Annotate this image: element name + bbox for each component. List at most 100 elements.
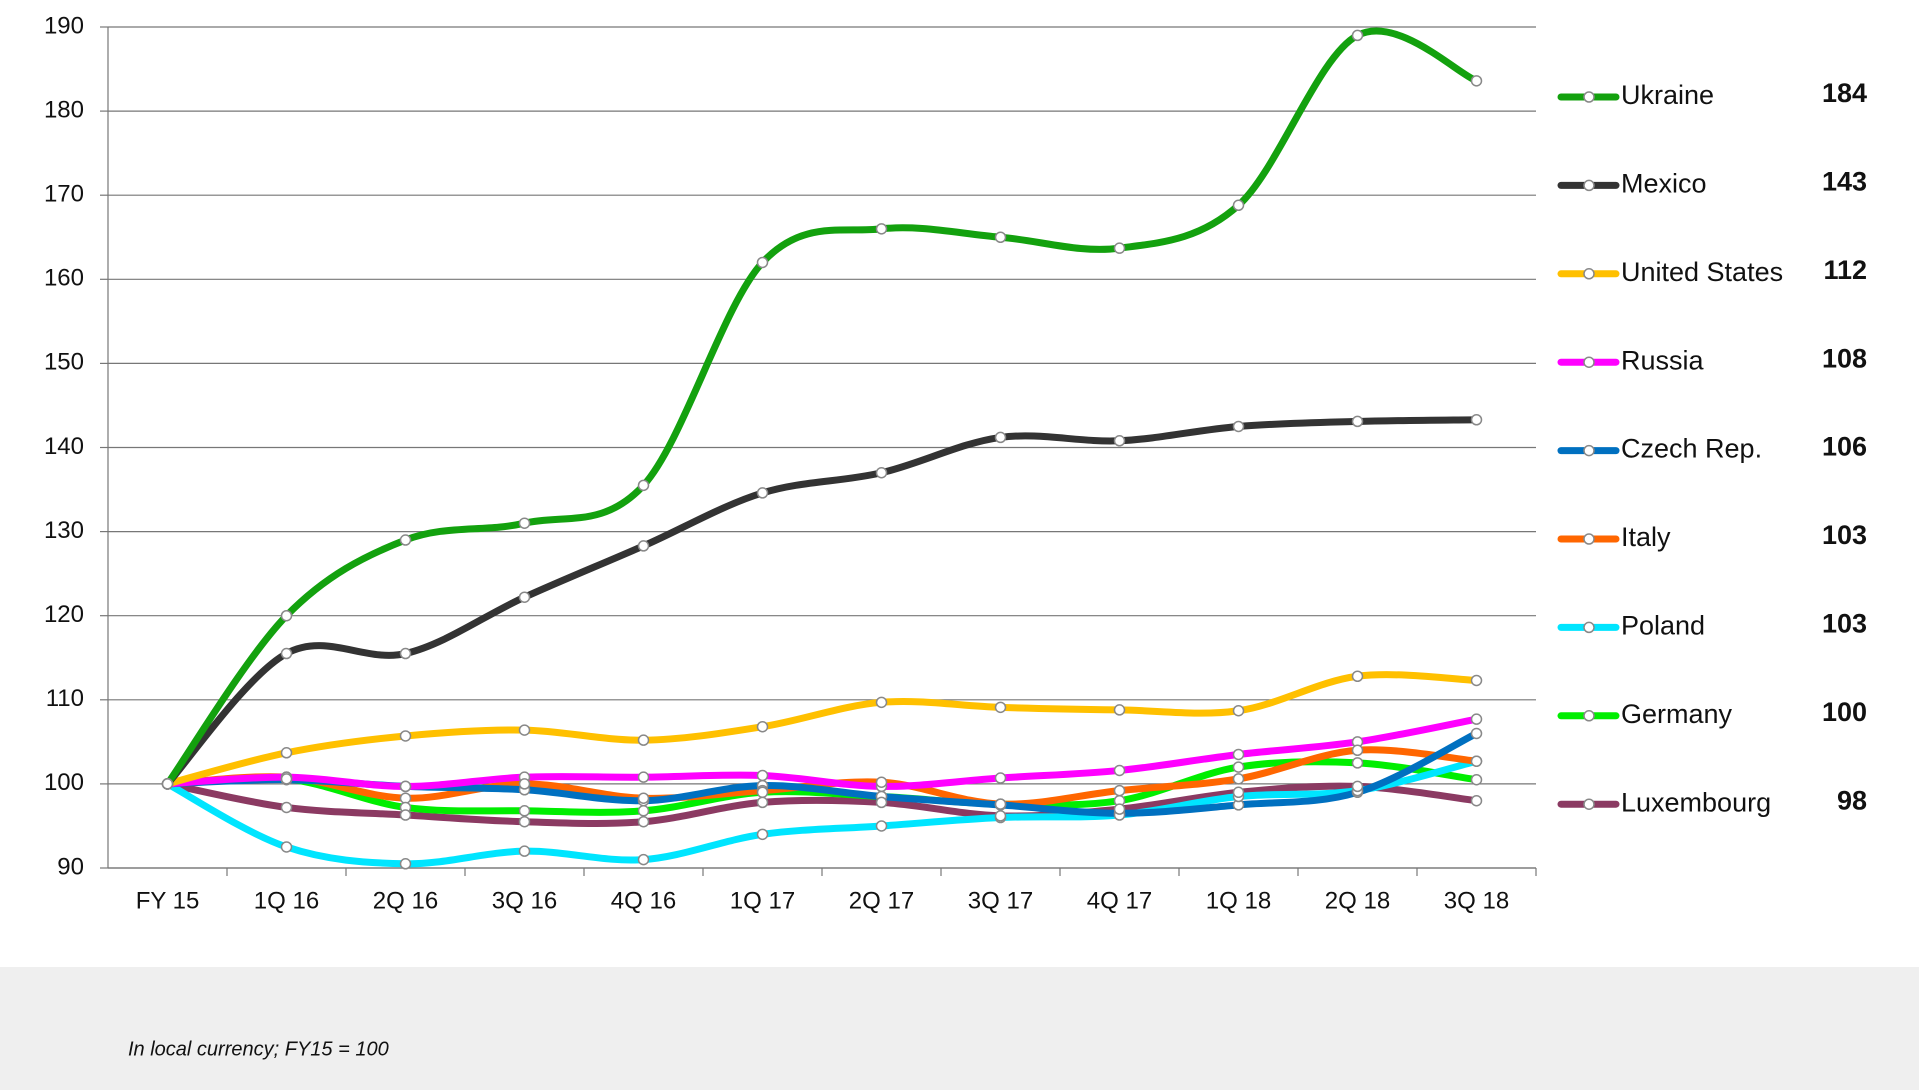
marker xyxy=(518,805,531,817)
legend-marker xyxy=(1583,621,1595,634)
marker xyxy=(1113,704,1126,716)
marker xyxy=(994,431,1007,444)
y-tick-label: 130 xyxy=(44,517,84,544)
y-tick-label: 90 xyxy=(57,853,84,880)
legend-label: Germany xyxy=(1621,699,1733,729)
marker xyxy=(637,815,650,828)
x-tick-label: 2Q 18 xyxy=(1325,887,1390,914)
marker xyxy=(280,747,293,759)
marker xyxy=(875,796,888,809)
marker xyxy=(756,786,769,799)
marker xyxy=(994,810,1007,822)
x-tick-label: 4Q 17 xyxy=(1087,887,1152,914)
marker xyxy=(756,769,769,782)
legend-label: United States xyxy=(1621,257,1783,287)
marker xyxy=(637,792,650,804)
marker xyxy=(756,796,769,809)
marker xyxy=(756,720,769,733)
marker xyxy=(994,701,1007,714)
x-tick-label: 3Q 16 xyxy=(492,887,557,914)
marker xyxy=(518,517,531,529)
series-line xyxy=(164,780,1480,827)
marker xyxy=(637,479,650,492)
legend-value: 143 xyxy=(1822,167,1867,197)
marker xyxy=(1232,704,1245,717)
legend-label: Russia xyxy=(1621,345,1705,375)
legend-value: 103 xyxy=(1822,520,1867,550)
marker xyxy=(399,858,412,870)
marker xyxy=(518,778,531,790)
legend-marker xyxy=(1583,798,1595,810)
marker xyxy=(756,256,769,269)
marker xyxy=(994,231,1007,243)
series-line xyxy=(164,27,1480,788)
marker xyxy=(1113,784,1126,797)
marker xyxy=(1351,757,1364,769)
marker xyxy=(1470,794,1483,807)
marker xyxy=(280,773,293,785)
marker xyxy=(1232,748,1245,761)
legend-label: Italy xyxy=(1621,522,1671,552)
marker xyxy=(280,609,293,622)
legend-marker xyxy=(1583,179,1595,192)
marker xyxy=(1113,242,1126,254)
legend-label: Poland xyxy=(1621,611,1705,641)
marker xyxy=(1232,199,1245,212)
marker xyxy=(399,730,412,742)
x-tick-label: 1Q 17 xyxy=(730,887,795,914)
marker xyxy=(875,820,888,832)
legend-label: Mexico xyxy=(1621,169,1707,199)
marker xyxy=(1232,761,1245,773)
legend-marker xyxy=(1583,91,1595,103)
marker xyxy=(1470,755,1483,767)
marker xyxy=(161,778,174,790)
y-tick-label: 190 xyxy=(44,12,84,39)
x-tick-label: 3Q 18 xyxy=(1444,887,1509,914)
marker xyxy=(637,853,650,866)
marker xyxy=(1351,744,1364,757)
legend-marker xyxy=(1583,356,1595,368)
marker xyxy=(280,801,293,814)
x-tick-label: 2Q 17 xyxy=(849,887,914,914)
marker xyxy=(280,841,293,853)
marker xyxy=(1470,674,1483,687)
marker xyxy=(994,772,1007,784)
marker xyxy=(280,647,293,660)
x-tick-label: 2Q 16 xyxy=(373,887,438,914)
marker xyxy=(1351,415,1364,428)
marker xyxy=(518,845,531,857)
marker xyxy=(1113,435,1126,447)
y-tick-label: 120 xyxy=(44,601,84,628)
y-tick-label: 100 xyxy=(44,769,84,796)
marker xyxy=(637,805,650,817)
series-line xyxy=(164,757,1480,868)
marker xyxy=(518,724,531,736)
marker xyxy=(1113,803,1126,815)
marker xyxy=(637,540,650,552)
y-tick-label: 110 xyxy=(46,685,84,712)
legend-label: Luxembourg xyxy=(1621,787,1771,817)
marker xyxy=(1470,75,1483,87)
marker xyxy=(518,815,531,828)
y-tick-label: 150 xyxy=(44,349,84,376)
marker xyxy=(399,809,412,821)
legend-value: 100 xyxy=(1822,697,1867,727)
footnote: In local currency; FY15 = 100 xyxy=(128,1038,389,1060)
marker xyxy=(994,798,1007,810)
legend-value: 103 xyxy=(1822,609,1867,639)
marker xyxy=(875,223,888,235)
legend-value: 106 xyxy=(1822,432,1867,462)
marker xyxy=(1351,29,1364,42)
legend-value: 98 xyxy=(1837,785,1867,815)
x-tick-label: 4Q 16 xyxy=(611,887,676,914)
marker xyxy=(1470,727,1483,740)
marker xyxy=(1351,780,1364,793)
x-tick-label: 3Q 17 xyxy=(968,887,1033,914)
legend-value: 108 xyxy=(1822,343,1867,373)
legend-marker xyxy=(1583,533,1595,545)
marker xyxy=(1351,670,1364,683)
x-tick-label: FY 15 xyxy=(136,887,200,914)
series-line xyxy=(164,671,1480,788)
